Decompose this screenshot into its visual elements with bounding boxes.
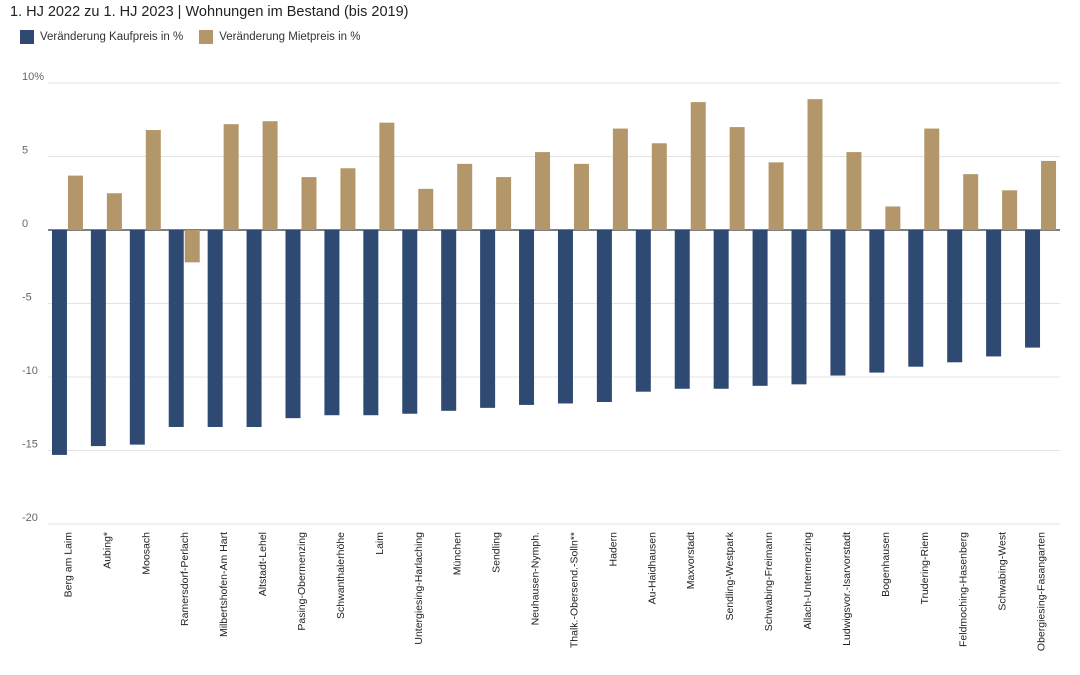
bar-kaufpreis-24 (986, 230, 1002, 357)
bar-kaufpreis-11 (480, 230, 496, 408)
x-tick-label: Sendling-Westpark (724, 531, 736, 620)
y-tick-label: 0 (22, 218, 28, 230)
bar-mietpreis-5 (262, 121, 278, 230)
bar-kaufpreis-25 (1025, 230, 1041, 348)
bar-mietpreis-8 (379, 122, 395, 230)
x-tick-label: Au-Haidhausen (646, 532, 658, 605)
x-tick-label: Bogenhausen (880, 532, 892, 597)
bar-mietpreis-13 (573, 163, 589, 230)
y-tick-label: -20 (22, 512, 38, 524)
legend-swatch-kaufpreis (20, 30, 34, 44)
bar-kaufpreis-0 (51, 230, 67, 455)
bar-kaufpreis-23 (947, 230, 963, 363)
bar-kaufpreis-2 (129, 230, 145, 445)
bar-kaufpreis-17 (713, 230, 729, 389)
legend-label-mietpreis: Veränderung Mietpreis in % (219, 31, 361, 43)
bar-kaufpreis-1 (90, 230, 106, 447)
bar-kaufpreis-14 (596, 230, 612, 402)
bar-mietpreis-12 (535, 152, 551, 230)
x-tick-label: Neuhausen-Nymph. (530, 532, 542, 625)
bar-kaufpreis-9 (402, 230, 418, 414)
bar-mietpreis-6 (301, 177, 317, 230)
bar-mietpreis-0 (67, 175, 83, 230)
legend: Veränderung Kaufpreis in % Veränderung M… (20, 30, 377, 44)
bar-mietpreis-4 (223, 124, 239, 230)
x-tick-label: Berg am Laim (62, 532, 74, 598)
bar-mietpreis-25 (1041, 160, 1057, 230)
x-tick-label: Thalk.-Obersend.-Solln** (568, 532, 580, 648)
x-tick-label: Schwanthalerhöhe (335, 532, 347, 619)
bar-kaufpreis-7 (324, 230, 340, 416)
x-tick-label: Moosach (140, 532, 152, 575)
y-tick-label: -15 (22, 439, 38, 451)
bar-mietpreis-22 (924, 128, 940, 230)
x-tick-label: Schwabing-West (997, 532, 1009, 611)
bar-kaufpreis-19 (791, 230, 807, 385)
bar-kaufpreis-22 (908, 230, 924, 367)
bar-mietpreis-3 (184, 230, 200, 263)
bar-mietpreis-1 (106, 193, 122, 230)
x-tick-label: Allach-Untermenzing (802, 532, 814, 630)
x-tick-label: Aubing* (101, 532, 113, 569)
bar-kaufpreis-21 (869, 230, 885, 373)
x-tick-label: Ludwigsvor.-Isarvorstadt (841, 532, 853, 646)
legend-label-kaufpreis: Veränderung Kaufpreis in % (40, 31, 184, 43)
y-tick-label: -5 (22, 292, 32, 304)
bar-kaufpreis-16 (674, 230, 690, 389)
x-tick-label: Untergiesing-Harlaching (413, 532, 425, 645)
bar-kaufpreis-6 (285, 230, 301, 419)
x-tick-label: Maxvorstadt (685, 532, 697, 589)
bar-mietpreis-23 (963, 174, 979, 230)
x-tick-label: Trudering-Riem (919, 532, 931, 605)
bar-mietpreis-16 (690, 102, 706, 230)
bar-mietpreis-21 (885, 206, 901, 230)
legend-item-mietpreis[interactable]: Veränderung Mietpreis in % (199, 30, 361, 44)
bar-mietpreis-14 (612, 128, 628, 230)
bar-kaufpreis-12 (519, 230, 535, 405)
bar-kaufpreis-15 (635, 230, 651, 392)
bar-kaufpreis-8 (363, 230, 379, 416)
bar-kaufpreis-10 (441, 230, 457, 411)
legend-swatch-mietpreis (199, 30, 214, 44)
x-tick-label: Schwabing-Freimann (763, 532, 775, 631)
y-tick-label: 10% (22, 71, 44, 83)
x-tick-label: Milbertshofen-Am Hart (218, 532, 230, 637)
bar-kaufpreis-3 (168, 230, 184, 427)
bar-mietpreis-19 (807, 99, 823, 230)
bar-mietpreis-7 (340, 168, 356, 230)
bar-kaufpreis-5 (246, 230, 262, 427)
x-tick-label: Hadern (607, 532, 619, 567)
bar-mietpreis-17 (729, 127, 745, 230)
bar-kaufpreis-20 (830, 230, 846, 376)
bar-mietpreis-11 (496, 177, 512, 230)
bar-kaufpreis-18 (752, 230, 768, 386)
x-tick-label: Sendling (491, 532, 503, 573)
bar-mietpreis-2 (145, 130, 161, 230)
x-tick-label: Pasing-Obermenzing (296, 532, 308, 631)
chart-title: 1. HJ 2022 zu 1. HJ 2023 | Wohnungen im … (10, 4, 409, 20)
bar-mietpreis-24 (1002, 190, 1018, 230)
bar-mietpreis-20 (846, 152, 862, 230)
x-tick-label: Obergiesing-Fasangarten (1036, 532, 1048, 651)
bar-mietpreis-18 (768, 162, 784, 230)
x-tick-label: Feldmoching-Hasenberg (958, 532, 970, 647)
x-tick-label: München (452, 532, 464, 575)
bar-mietpreis-9 (418, 188, 434, 230)
bar-mietpreis-15 (651, 143, 667, 230)
legend-item-kaufpreis[interactable]: Veränderung Kaufpreis in % (20, 30, 183, 44)
y-tick-label: 5 (22, 145, 28, 157)
x-tick-label: Ramersdorf-Perlach (179, 532, 191, 626)
x-tick-label: Laim (374, 532, 386, 555)
x-tick-label: Altstadt-Lehel (257, 532, 269, 596)
y-tick-label: -10 (22, 365, 38, 377)
bar-kaufpreis-4 (207, 230, 223, 427)
bar-mietpreis-10 (457, 163, 473, 230)
bar-kaufpreis-13 (557, 230, 573, 404)
